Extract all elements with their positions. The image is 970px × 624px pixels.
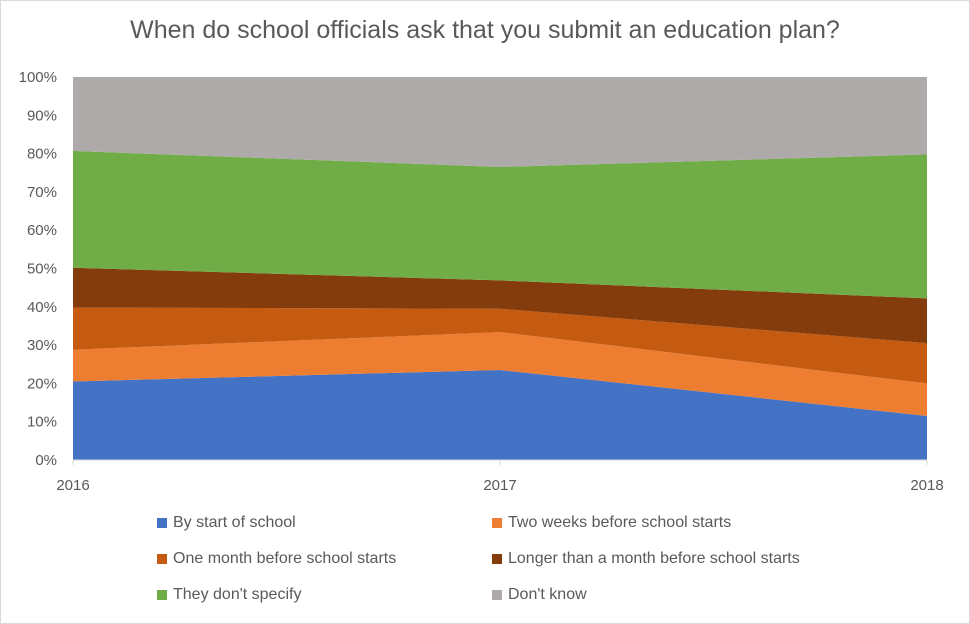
legend-item: By start of school <box>157 514 296 532</box>
legend-item: One month before school starts <box>157 550 396 568</box>
legend-item: Two weeks before school starts <box>492 514 731 532</box>
y-tick-label: 40% <box>27 299 57 316</box>
y-tick-label: 60% <box>27 222 57 239</box>
legend-swatch <box>492 554 502 564</box>
legend-swatch <box>492 518 502 528</box>
y-tick-label: 30% <box>27 337 57 354</box>
legend-label: Longer than a month before school starts <box>508 550 800 567</box>
area-series-2 <box>73 307 927 384</box>
legend-label: Two weeks before school starts <box>508 514 732 531</box>
legend-swatch <box>157 554 167 564</box>
legend-label: Don't know <box>508 586 587 603</box>
legend-label: They don't specify <box>173 586 302 603</box>
y-tick-label: 0% <box>35 452 57 469</box>
x-tick-label: 2018 <box>910 477 943 494</box>
x-tick-label: 2016 <box>56 477 89 494</box>
legend-label: By start of school <box>173 514 296 531</box>
y-tick-label: 70% <box>27 184 57 201</box>
chart-title: When do school officials ask that you su… <box>130 16 840 44</box>
y-tick-label: 50% <box>27 261 57 278</box>
area-series-1 <box>73 332 927 416</box>
legend-swatch <box>157 518 167 528</box>
y-tick-label: 20% <box>27 375 57 392</box>
y-tick-label: 90% <box>27 107 57 124</box>
legend-item: They don't specify <box>157 586 301 604</box>
area-series-3 <box>73 267 927 344</box>
area-series-0 <box>73 369 927 460</box>
legend-item: Longer than a month before school starts <box>492 550 800 568</box>
legend-item: Don't know <box>492 586 587 604</box>
y-tick-label: 100% <box>19 69 57 86</box>
y-tick-label: 10% <box>27 414 57 431</box>
area-series-4 <box>73 150 927 299</box>
y-tick-label: 80% <box>27 146 57 163</box>
x-tick-label: 2017 <box>483 477 516 494</box>
legend-swatch <box>157 590 167 600</box>
legend-swatch <box>492 590 502 600</box>
legend-label: One month before school starts <box>173 550 397 567</box>
area-series-5 <box>73 77 927 168</box>
